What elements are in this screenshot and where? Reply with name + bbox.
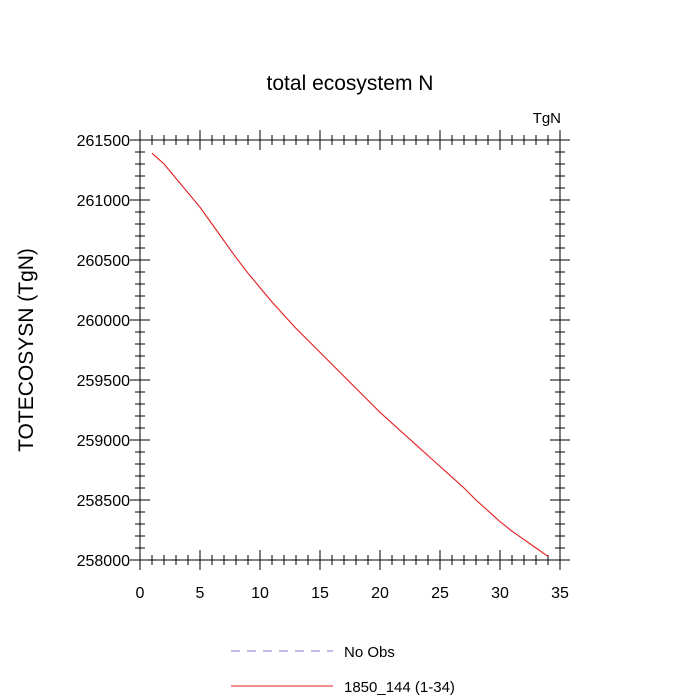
x-tick-label: 30	[491, 585, 509, 602]
y-tick-label: 258500	[77, 493, 130, 510]
units-label: TgN	[533, 110, 561, 127]
chart-title: total ecosystem N	[267, 72, 434, 95]
y-tick-label: 260000	[77, 313, 130, 330]
y-tick-label: 260500	[77, 253, 130, 270]
x-tick-label: 25	[431, 585, 449, 602]
series-lines	[151, 152, 549, 557]
x-tick-label: 5	[196, 585, 205, 602]
x-tick-label: 0	[136, 585, 145, 602]
x-tick-labels: 0 5 10 15 20 25 30 35	[136, 585, 569, 602]
x-tick-label: 10	[251, 585, 269, 602]
y-tick-label: 258000	[77, 553, 130, 570]
x-tick-label: 15	[311, 585, 329, 602]
x-tick-label: 35	[551, 585, 569, 602]
y-tick-labels: 258000 258500 259000 259500 260000 260500 2610…	[77, 133, 130, 570]
y-tick-label: 259500	[77, 373, 130, 390]
legend: No Obs 1850_144 (1-34)	[231, 644, 455, 696]
y-axis-label: TOTECOSYSN (TgN)	[15, 248, 38, 452]
minor-ticks	[135, 135, 565, 565]
y-tick-label: 259000	[77, 433, 130, 450]
y-tick-label: 261500	[77, 133, 130, 150]
major-ticks	[130, 130, 570, 570]
y-tick-label: 261000	[77, 193, 130, 210]
plot-frame	[139, 139, 561, 561]
series-line	[151, 152, 549, 557]
x-tick-label: 20	[371, 585, 389, 602]
legend-label: No Obs	[344, 644, 395, 661]
legend-label: 1850_144 (1-34)	[344, 679, 455, 696]
